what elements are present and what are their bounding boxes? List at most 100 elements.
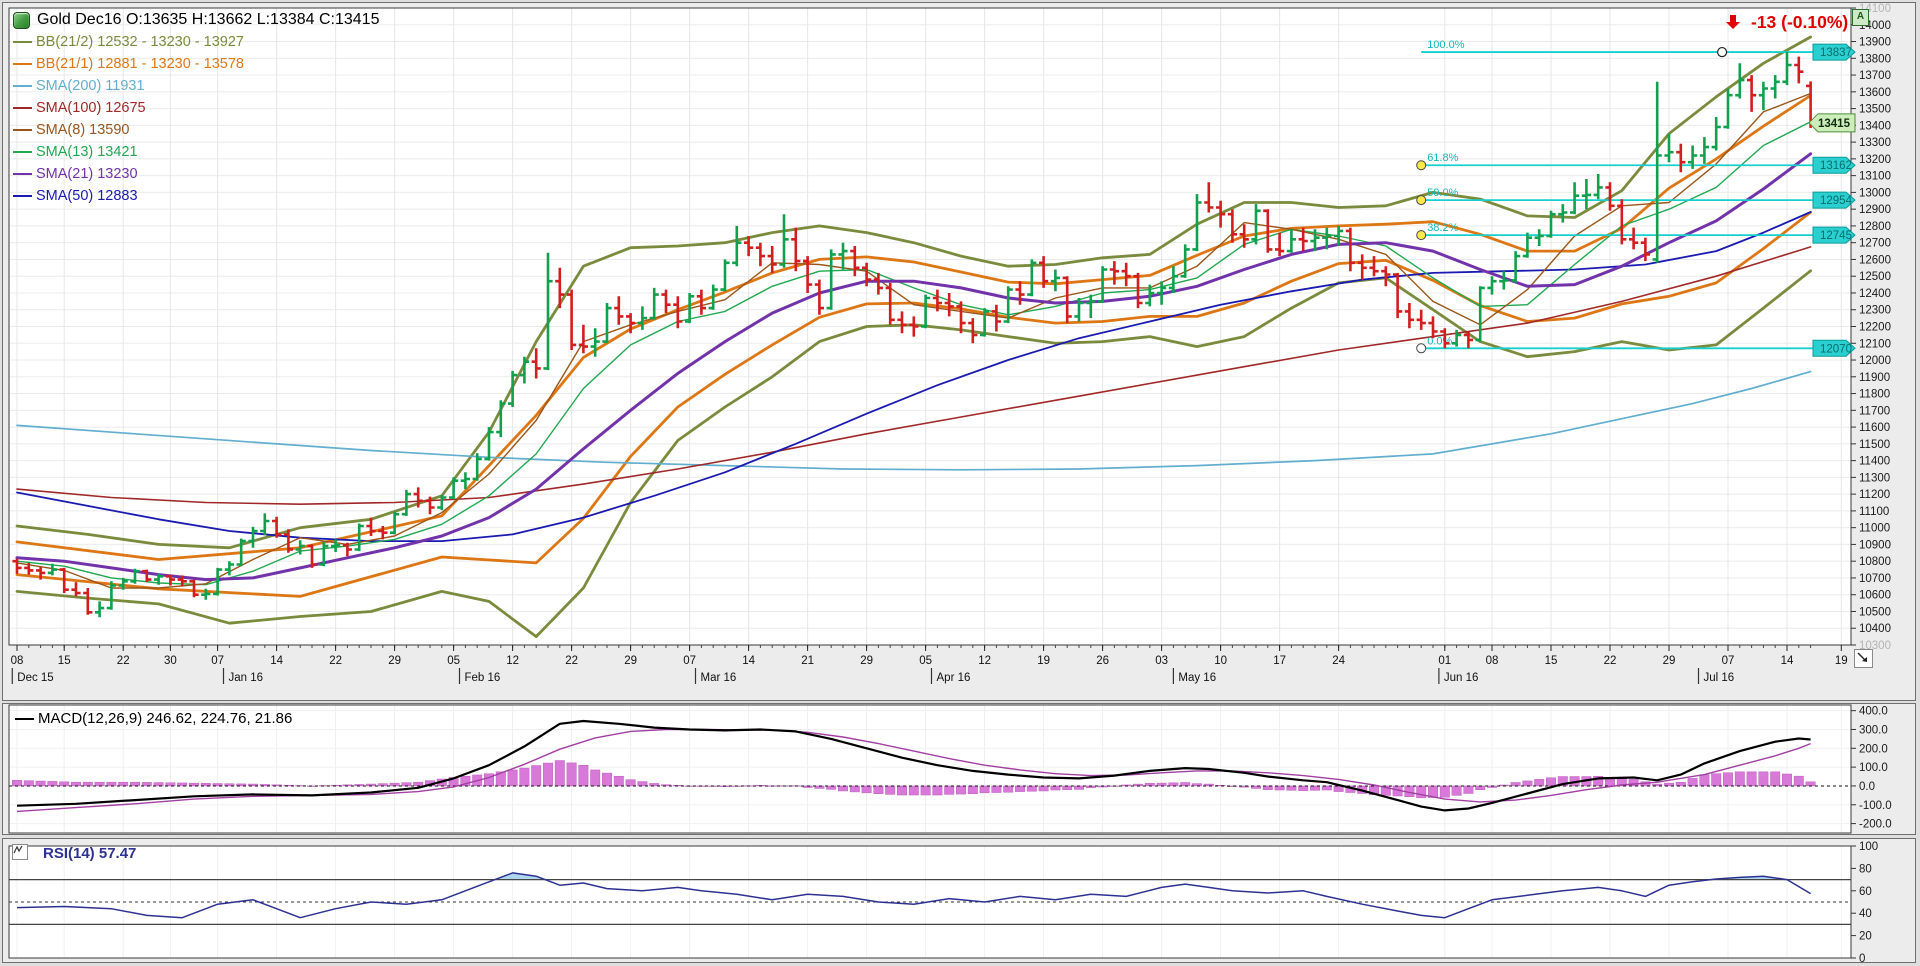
ohlc-bar [213, 567, 223, 596]
price-axis-label: 13900 [1859, 37, 1891, 49]
legend-item-SMA-13-[interactable]: SMA(13) 13421 [13, 141, 379, 163]
scale-resize-button[interactable] [1854, 649, 1873, 668]
chart-legend: Gold Dec16 O:13635 H:13662 L:13384 C:134… [13, 9, 379, 207]
indicator-corner-icon[interactable] [12, 844, 28, 860]
legend-label: SMA(13) 13421 [36, 144, 138, 160]
ohlc-bar [354, 523, 364, 552]
svg-text:13162: 13162 [1820, 160, 1852, 172]
ohlc-bar [1381, 266, 1391, 287]
macd-histogram-bar [1770, 771, 1781, 787]
fib-marker [1416, 230, 1427, 241]
ohlc-bar [661, 289, 671, 314]
ohlc-bar [201, 588, 211, 600]
price-axis-label: 12700 [1859, 238, 1891, 250]
date-week-label: 14 [1781, 655, 1794, 667]
price-axis-label: 12100 [1859, 338, 1891, 350]
ohlc-bar [1522, 232, 1532, 258]
macd-histogram-bar [1711, 773, 1722, 787]
price-chart-surface[interactable]: 0.0%38.2%50.0%61.8%100.0%103001040010500… [3, 3, 1915, 700]
ohlc-bar [909, 316, 919, 337]
macd-histogram-bar [979, 785, 990, 794]
ohlc-bar [673, 296, 683, 329]
rsi-legend-row[interactable]: RSI(14) 57.47 [33, 845, 136, 862]
fib-price-tag[interactable]: 12745 [1812, 226, 1856, 244]
legend-item-SMA-50-[interactable]: SMA(50) 12883 [13, 185, 379, 207]
ohlc-bar [1098, 266, 1108, 303]
ohlc-bar [1640, 237, 1650, 262]
price-axis-label: 13000 [1859, 187, 1891, 199]
ohlc-bar [1570, 182, 1580, 215]
macd-histogram-bar [566, 762, 577, 787]
legend-item-SMA-21-[interactable]: SMA(21) 13230 [13, 163, 379, 185]
legend-item-SMA-8-[interactable]: SMA(8) 13590 [13, 119, 379, 141]
legend-item-BB-21-1-[interactable]: BB(21/1) 12881 - 13230 - 13578 [13, 53, 379, 75]
instrument-title-row[interactable]: Gold Dec16 O:13635 H:13662 L:13384 C:134… [13, 9, 379, 31]
date-week-label: 05 [919, 655, 932, 667]
ohlc-bar [1062, 276, 1072, 324]
date-week-label: 08 [11, 655, 24, 667]
price-axis-label: 13600 [1859, 87, 1891, 99]
overlay-SMA-8 [16, 92, 1812, 589]
rsi-chart-surface[interactable]: 100 80 60 40 20 0 [3, 839, 1915, 962]
legend-item-SMA-200-[interactable]: SMA(200) 11931 [13, 75, 379, 97]
ohlc-bar [862, 262, 872, 287]
ohlc-bar [921, 294, 931, 329]
macd-legend-row[interactable]: MACD(12,26,9) 246.62, 224.76, 21.86 [15, 710, 292, 727]
macd-chart-surface[interactable]: 400.0 300.0 200.0 100.0 0.0 -100.0 -200.0 [3, 704, 1915, 834]
ohlc-bar [83, 588, 93, 615]
date-week-label: 12 [506, 655, 519, 667]
legend-item-SMA-100-[interactable]: SMA(100) 12675 [13, 97, 379, 119]
ohlc-bar [838, 242, 848, 270]
date-week-label: 07 [1722, 655, 1735, 667]
fib-label: 100.0% [1427, 39, 1465, 51]
ohlc-bar [1298, 227, 1308, 252]
auto-scale-button[interactable]: A [1852, 9, 1869, 26]
legend-label: BB(21/1) 12881 - 13230 - 13578 [36, 56, 244, 72]
ohlc-bar [1605, 182, 1615, 211]
fib-price-tag[interactable]: 13162 [1812, 156, 1856, 174]
ohlc-bar [1251, 204, 1261, 245]
ohlc-bar [460, 472, 470, 490]
macd-histogram-bar [1062, 785, 1073, 790]
ohlc-bar [236, 538, 246, 567]
macd-histogram-bar [826, 785, 837, 790]
fib-price-tag[interactable]: 13837 [1812, 43, 1856, 61]
macd-histogram-bar [519, 767, 530, 787]
price-axis-label: 11000 [1859, 523, 1890, 535]
macd-axis-label: 200.0 [1859, 743, 1888, 755]
macd-histogram-bar [1274, 785, 1285, 791]
fib-price-tag[interactable]: 12954 [1812, 191, 1856, 209]
ohlc-bar [401, 489, 411, 516]
plot-border [8, 704, 1852, 834]
ohlc-bar [885, 282, 895, 325]
last-price-tag[interactable]: 13415 [1808, 113, 1856, 133]
ohlc-bar [71, 582, 81, 597]
macd-histogram-bar [897, 785, 907, 796]
date-week-label: 10 [1214, 655, 1227, 667]
svg-text:13415: 13415 [1818, 118, 1851, 130]
ohlc-bar [295, 540, 305, 555]
ohlc-bar [1003, 286, 1013, 324]
macd-histogram-bar [1180, 782, 1191, 787]
ohlc-bar [1487, 276, 1497, 295]
price-axis-label: 11300 [1859, 472, 1890, 484]
ohlc-bar [437, 495, 447, 511]
macd-histogram-bar [908, 785, 919, 796]
ohlc-bar [118, 577, 128, 590]
ohlc-bar [95, 601, 105, 618]
macd-histogram-bar [967, 785, 978, 795]
macd-histogram-bar [35, 780, 46, 787]
fib-price-tag[interactable]: 12070 [1812, 339, 1856, 357]
ohlc-bar [696, 289, 706, 315]
ohlc-bar [685, 293, 695, 324]
ohlc-bar [1452, 329, 1462, 347]
ohlc-bar [1416, 309, 1426, 330]
legend-item-BB-21-2-[interactable]: BB(21/2) 12532 - 13230 - 13927 [13, 31, 379, 53]
ohlc-bar [1404, 303, 1414, 329]
macd-axis-label: 0.0 [1859, 781, 1875, 793]
ohlc-bar [1711, 117, 1721, 151]
macd-histogram-bar [106, 781, 117, 787]
macd-histogram-bar [1286, 785, 1297, 791]
ohlc-bar [1322, 227, 1332, 250]
